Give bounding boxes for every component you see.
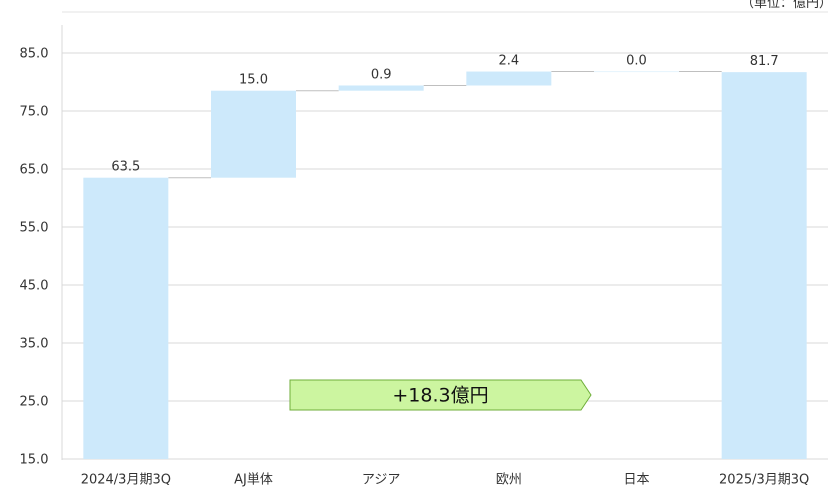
y-tick-label: 15.0	[20, 453, 49, 468]
data-label: 0.0	[626, 54, 647, 69]
data-label: 0.9	[371, 67, 392, 82]
data-labels: 63.5 15.0 0.9 2.4 0.0 81.7	[111, 54, 778, 175]
callout-text: +18.3億円	[392, 385, 488, 407]
bar	[338, 85, 424, 91]
difference-callout: +18.3億円	[289, 379, 592, 411]
y-tick-label: 35.0	[20, 337, 49, 352]
category-label: 日本	[623, 473, 649, 488]
y-tick-label: 65.0	[20, 163, 49, 178]
category-label: アジア	[362, 473, 400, 488]
data-label: 15.0	[239, 73, 268, 88]
category-label: 2025/3月期3Q	[719, 473, 809, 488]
bar	[83, 177, 169, 459]
connector-lines	[168, 71, 722, 179]
bar	[211, 90, 296, 178]
bar	[594, 71, 679, 73]
category-label: AJ単体	[234, 472, 273, 488]
unit-note: （単位：億円）	[740, 0, 828, 11]
category-label: 2024/3月期3Q	[81, 473, 171, 488]
y-tick-label: 85.0	[20, 47, 49, 62]
gridlines	[62, 52, 828, 460]
bar	[466, 71, 552, 86]
bars	[83, 71, 807, 459]
y-axis-tick-labels: 15.0 25.0 35.0 45.0 55.0 65.0 75.0 85.0	[20, 47, 49, 468]
y-tick-label: 55.0	[20, 221, 49, 236]
y-tick-label: 25.0	[20, 395, 49, 410]
data-label: 63.5	[111, 160, 140, 175]
y-tick-label: 75.0	[20, 105, 49, 120]
y-tick-label: 45.0	[20, 279, 49, 294]
data-label: 81.7	[750, 54, 779, 69]
callout-arrow-shape	[289, 379, 592, 411]
category-labels: 2024/3月期3Q AJ単体 アジア 欧州 日本 2025/3月期3Q	[81, 472, 810, 488]
bar	[721, 72, 807, 459]
data-label: 2.4	[498, 54, 519, 69]
category-label: 欧州	[496, 473, 522, 488]
